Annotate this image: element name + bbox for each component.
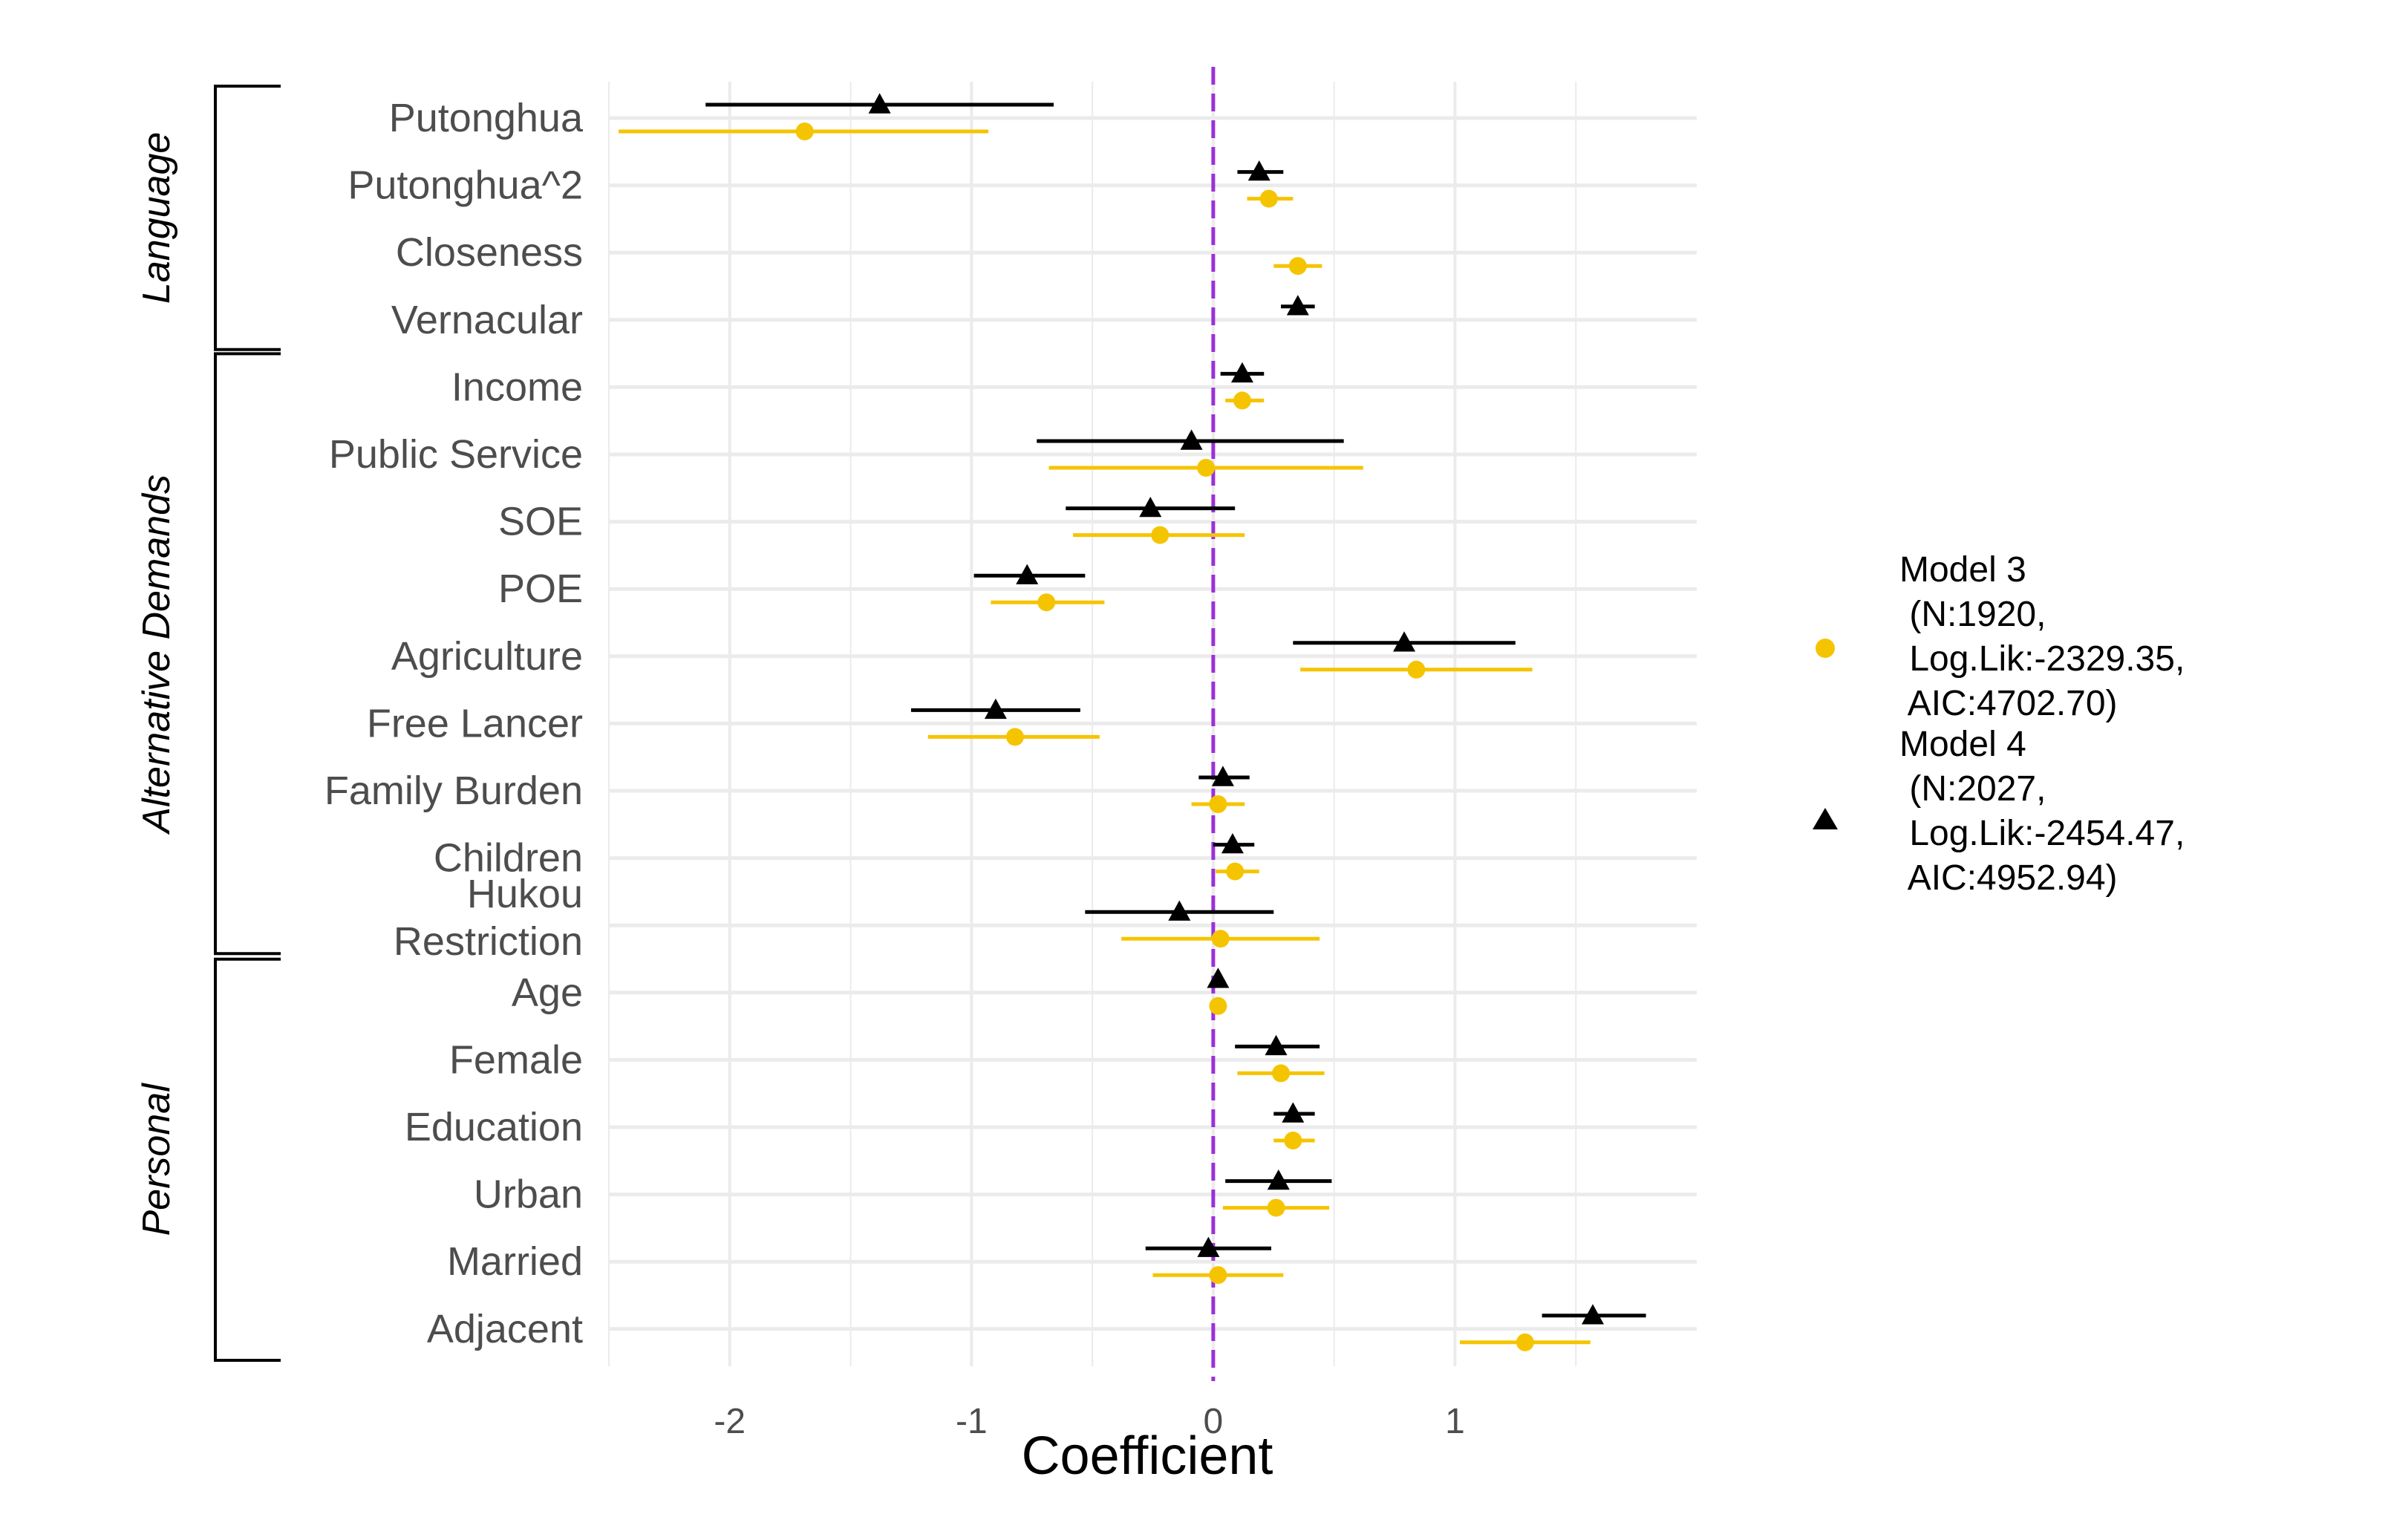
y-tick-label: Putonghua [389,96,584,140]
group-label: Personal [135,1083,178,1236]
legend-label-line: AIC:4952.94) [1899,858,2118,898]
series1-point-estimate [1211,930,1230,948]
series2-point-estimate [868,93,891,114]
series2-point-estimate [1168,900,1191,921]
series2-point-estimate [1582,1304,1605,1325]
y-tick-label: SOE [498,500,583,544]
y-tick-label: Married [447,1239,583,1284]
y-tick-label: Agriculture [391,634,583,679]
y-tick-label: Education [405,1105,583,1149]
series2-point-estimate [1211,766,1234,786]
y-tick-label: Adjacent [427,1307,583,1351]
y-tick-label: Urban [474,1172,583,1217]
series1-point-estimate [1005,728,1024,746]
series2-point-estimate [1267,1169,1290,1190]
series1-point-estimate [1272,1064,1291,1083]
y-tick-label: Free Lancer [367,701,583,745]
y-tick-label: Family Burden [324,769,583,813]
series1-point-estimate [1259,189,1278,208]
group-brackets: Language Alternative Demands Personal [135,85,281,1362]
legend-label-line: Log.Lik:-2329.35, [1899,639,2185,679]
series1-point-estimate [1209,996,1227,1015]
series1-point-estimate [1197,459,1216,477]
group-label: Language [135,132,178,304]
legend-label-line: (N:1920, [1899,595,2046,634]
group-bracket [214,957,281,1362]
legend-label-line: Model 3 [1899,550,2026,590]
series1-point-estimate [1284,1132,1302,1149]
legend-key-circle [1816,639,1835,658]
series2-point-estimate [1282,1102,1305,1123]
series2-point-estimate [1016,564,1039,584]
y-tick-label: Age [512,970,583,1015]
series2-point-estimate [1197,1236,1220,1257]
series1-point-estimate [795,123,814,140]
series1-point-estimate [1407,660,1426,679]
x-tick-label: 0 [1204,1402,1224,1441]
legend-label-line: Model 4 [1899,725,2026,764]
group-bracket [214,352,281,956]
x-tick-label: -2 [714,1402,746,1441]
series1-point-estimate [1226,862,1245,881]
grid-lines [608,82,1697,1366]
series2-point-estimate [1221,833,1244,854]
y-tick-label: Vernacular [391,298,583,342]
series1-point-estimate [1037,593,1056,612]
y-tick-label: Hukou [467,872,583,916]
series2-point-estimate [1139,497,1162,518]
y-axis-labels: Putonghua Putonghua^2 Closeness Vernacular I… [324,96,584,1351]
y-tick-label: Putonghua^2 [348,163,583,208]
series1-point-estimate [1209,1266,1227,1285]
legend-label-line: Log.Lik:-2454.47, [1899,814,2185,853]
series2-point-estimate [1265,1034,1288,1056]
series2-point-estimate [1286,295,1309,316]
x-tick-label: 1 [1445,1402,1465,1441]
group-label: Alternative Demands [135,474,178,835]
series1-point-estimate [1267,1198,1285,1217]
series1-point-estimate [1151,526,1170,544]
legend-label-line: AIC:4702.70) [1899,684,2118,723]
series2-point-estimate [1247,160,1270,181]
group-bracket [214,85,281,351]
series1-point-estimate [1288,257,1307,275]
series1-point-estimate [1233,391,1251,410]
y-tick-label: Income [451,365,583,409]
legend-key-triangle [1813,808,1838,829]
x-tick-label: -1 [956,1402,988,1441]
series1-point-estimate [1516,1333,1534,1351]
y-tick-label: POE [498,567,583,611]
y-tick-label: Female [449,1037,583,1082]
x-axis-title: Coefficient [1022,1426,1273,1486]
x-axis-labels: -2 -1 0 1 [714,1402,1464,1441]
series1-point-estimate [1209,795,1227,813]
series2-point-estimate [1393,631,1416,652]
legend-label-line: (N:2027, [1899,769,2046,809]
legend: Model 3 (N:1920, Log.Lik:-2329.35, AIC:4… [1813,550,2185,898]
series2-point-estimate [1207,968,1230,988]
series-marks [619,93,1646,1351]
series2-point-estimate [1230,362,1253,383]
series2-point-estimate [984,698,1007,720]
y-tick-label: Restriction [394,919,583,964]
series2-point-estimate [1180,429,1203,450]
y-tick-label: Closeness [396,230,583,275]
y-tick-label: Public Service [329,432,583,477]
y-tick-label: Children [434,836,583,881]
